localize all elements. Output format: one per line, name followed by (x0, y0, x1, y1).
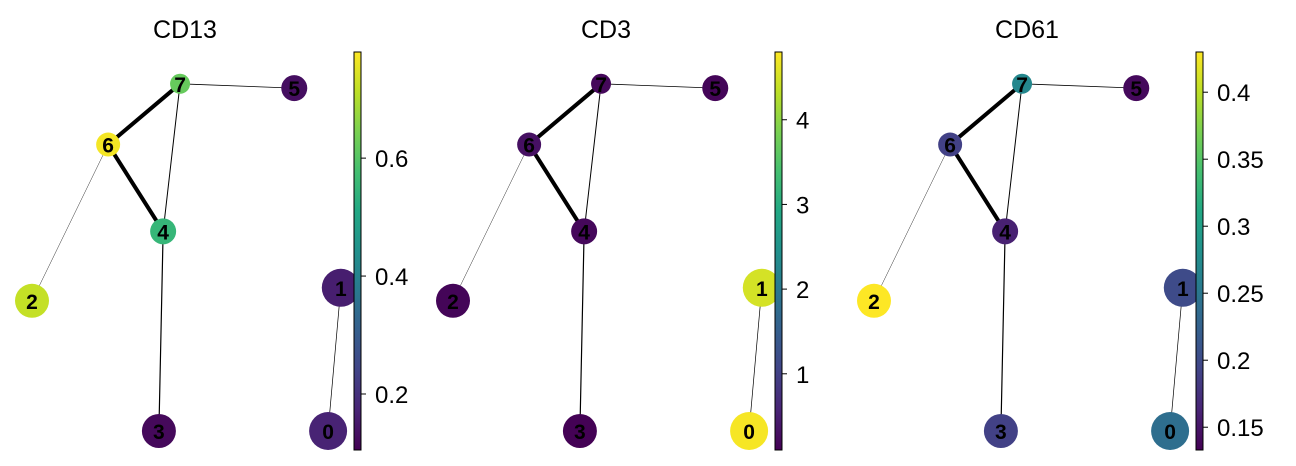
graph-node (983, 414, 1018, 448)
graph-edge (948, 142, 1008, 234)
node-label: 3 (995, 421, 1007, 444)
graph-node (321, 268, 360, 307)
graph-edge (748, 287, 763, 432)
node-label: 3 (574, 421, 586, 444)
node-label: 7 (595, 74, 607, 97)
node-label: 3 (153, 421, 165, 444)
colorbar (353, 51, 362, 451)
panel-cd61: CD61 0 1 2 3 4 5 6 7 0.15 0.2 0.25 0.3 0.35 0.4 (857, 16, 1264, 451)
graph-node (150, 218, 177, 245)
graph-node (517, 132, 542, 157)
node-label: 5 (288, 78, 300, 101)
graph-node (1163, 268, 1202, 307)
colorbar-tick-label: 0.4 (375, 264, 408, 291)
graph-node (436, 283, 470, 318)
graph-node (1012, 73, 1033, 94)
graph-edge (527, 81, 604, 147)
graph-edge (583, 83, 602, 232)
graph-node (730, 412, 769, 450)
colorbar (1195, 51, 1204, 451)
graph-node (96, 132, 121, 157)
node-label: 5 (1130, 78, 1142, 101)
colorbar-tick-label: 0.15 (1217, 415, 1264, 442)
node-label: 7 (1016, 74, 1028, 97)
colorbar-tick-label: 0.3 (1217, 214, 1250, 241)
node-label: 2 (447, 291, 459, 314)
graph-node (15, 283, 49, 318)
node-label: 1 (335, 278, 347, 301)
colorbar-tick-label: 1 (796, 362, 809, 389)
graph-node (591, 73, 612, 94)
node-label: 0 (322, 421, 334, 444)
colorbar-tick-label: 0.4 (1217, 80, 1250, 107)
colorbar-tick-label: 0.2 (375, 382, 408, 409)
colorbar-tick-label: 0.6 (375, 146, 408, 173)
node-label: 4 (578, 221, 590, 244)
panel-cd13: CD13 0 1 2 3 4 5 6 7 0.2 0.4 0.6 (15, 16, 408, 451)
graph-edge (527, 142, 587, 234)
node-label: 2 (868, 291, 880, 314)
colorbar-tick-label: 0.25 (1217, 281, 1264, 308)
node-label: 4 (157, 221, 169, 244)
graph-edge (948, 81, 1025, 147)
node-label: 6 (102, 135, 114, 158)
node-label: 1 (1177, 278, 1189, 301)
node-label: 6 (523, 135, 535, 158)
graph-edge (1004, 83, 1023, 232)
colorbar-tick-label: 0.35 (1217, 147, 1264, 174)
graph-edge (1021, 83, 1137, 89)
graph-node (702, 75, 729, 102)
graph-node (170, 73, 191, 94)
graph-edge (327, 287, 342, 432)
graph-node (1123, 75, 1150, 102)
panel-cd3: CD3 0 1 2 3 4 5 6 7 1 2 3 4 (436, 16, 809, 451)
node-label: 0 (743, 421, 755, 444)
node-label: 5 (709, 78, 721, 101)
node-label: 6 (944, 135, 956, 158)
graph-node (938, 132, 963, 157)
graph-edge (31, 144, 109, 301)
colorbar-tick-label: 3 (796, 192, 809, 219)
node-label: 0 (1164, 421, 1176, 444)
graph-edge (106, 81, 183, 147)
panel-title: CD13 (153, 16, 217, 44)
graph-node (857, 283, 891, 318)
graph-node (562, 414, 597, 448)
node-label: 1 (756, 278, 768, 301)
graph-edge (873, 144, 951, 301)
graph-edge (1000, 230, 1006, 432)
graph-node (141, 414, 176, 448)
panel-title: CD3 (581, 16, 631, 44)
graph-node (309, 412, 348, 450)
colorbar-tick-label: 2 (796, 277, 809, 304)
panel-title: CD61 (995, 16, 1059, 44)
graph-node (571, 218, 598, 245)
graph-node (1151, 412, 1190, 450)
colorbar-tick-label: 0.2 (1217, 348, 1250, 375)
graph-edge (579, 230, 585, 432)
colorbar (774, 51, 783, 451)
graph-node (992, 218, 1019, 245)
node-label: 2 (26, 291, 38, 314)
graph-edge (600, 83, 716, 89)
node-label: 4 (999, 221, 1011, 244)
graph-node (742, 268, 781, 307)
graph-edge (158, 230, 164, 432)
graph-edge (452, 144, 530, 301)
graph-node (281, 75, 308, 102)
graph-edge (106, 142, 166, 234)
graph-edge (162, 83, 181, 232)
graph-edge (1169, 287, 1184, 432)
node-label: 7 (174, 74, 186, 97)
graph-edge (179, 83, 295, 89)
colorbar-tick-label: 4 (796, 108, 809, 135)
